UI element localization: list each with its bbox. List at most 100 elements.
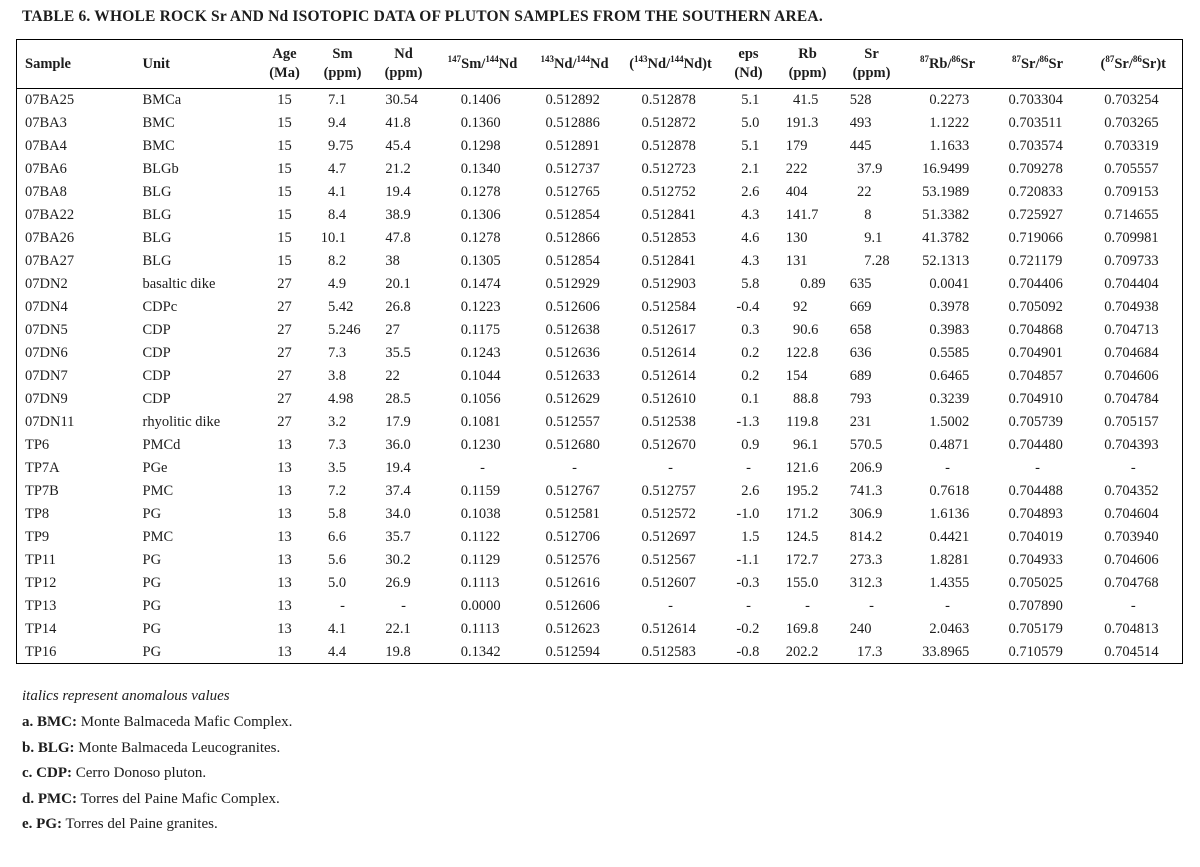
page-title: TABLE 6. WHOLE ROCK Sr AND Nd ISOTOPIC D…: [22, 8, 823, 25]
footnote-text: Monte Balmaceda Leucogranites.: [74, 739, 281, 756]
cell-nd143_nd144: 0.512581: [545, 505, 600, 522]
cell-sample: 07BA25: [25, 92, 75, 108]
cell-nd143_nd144_t: 0.512610: [641, 390, 696, 407]
cell-rb87_sr86: 1.4355: [929, 574, 970, 591]
cell-unit: BLG: [142, 206, 172, 223]
footnote-label: a. BMC:: [22, 714, 77, 731]
column-header-143nd-144nd: 143Nd/144Nd: [528, 39, 621, 90]
cell-sr87_sr86: 0.704901: [1008, 344, 1063, 361]
cell-sr_ppm: 312.3: [849, 574, 883, 591]
cell-sample: 07BA4: [25, 137, 67, 154]
cell-sr87_sr86_t: 0.704938: [1104, 298, 1159, 315]
cell-age_ma: 13: [277, 482, 292, 499]
cell-sm147_nd144: 0.1342: [460, 643, 501, 660]
cell-sr_ppm: 7.28: [864, 252, 890, 269]
cell-age_ma: 27: [277, 321, 292, 338]
cell-sr_ppm: 528: [849, 92, 872, 108]
cell-unit: CDP: [142, 321, 171, 338]
cell-rb_ppm: 202.2: [785, 643, 819, 660]
cell-rb87_sr86: 51.3382: [922, 206, 970, 223]
cell-sm147_nd144: 0.1081: [460, 413, 501, 430]
cell-eps_nd: -1.0: [736, 505, 760, 522]
table-header: Sample Unit Age (Ma) Sm (ppm) Nd (ppm) 147S…: [16, 39, 1183, 90]
column-header-143nd-144nd-t: (143Nd/144Nd)t: [620, 39, 721, 90]
cell-nd_ppm: 19.4: [385, 183, 411, 200]
cell-nd143_nd144: 0.512892: [545, 92, 600, 108]
cell-nd_ppm: 37.4: [385, 482, 411, 499]
cell-unit: PG: [142, 574, 162, 591]
cell-sample: TP16: [25, 643, 57, 660]
cell-rb_ppm: 92: [793, 298, 808, 315]
cell-sm147_nd144: 0.1230: [460, 436, 501, 453]
cell-sr_ppm: 17.3: [857, 643, 883, 660]
cell-nd_ppm: 26.8: [385, 298, 411, 315]
cell-sm147_nd144: 0.1223: [460, 298, 501, 315]
cell-sm_ppm: 4.4: [328, 643, 347, 660]
cell-rb_ppm: 124.5: [785, 528, 819, 545]
cell-sample: TP9: [25, 528, 50, 545]
cell-sr87_sr86_t: 0.709733: [1104, 252, 1159, 269]
cell-sm147_nd144: 0.1175: [460, 321, 501, 338]
footnote-a: a. BMC: Monte Balmaceda Mafic Complex.: [22, 714, 1184, 731]
cell-rb87_sr86: 2.0463: [929, 620, 970, 637]
cell-sr87_sr86: -: [1035, 459, 1040, 476]
cell-sm147_nd144: 0.1340: [460, 160, 501, 177]
cell-nd_ppm: 22: [385, 367, 400, 384]
column-header-nd-ppm: Nd (ppm): [370, 39, 437, 90]
cell-unit: CDP: [142, 344, 171, 361]
column-header-sm-ppm: Sm (ppm): [314, 39, 371, 90]
cell-sm147_nd144: 0.1474: [460, 275, 501, 292]
table-row: 07DN7 CDP 27 3.8 22 0.1044 0.512633 0.512614 0.2…: [17, 365, 1183, 388]
cell-sm147_nd144: 0.1038: [460, 505, 501, 522]
cell-unit: PMCd: [142, 436, 181, 453]
cell-sample: 07BA26: [25, 229, 75, 246]
cell-sm_ppm: 4.9: [328, 275, 347, 292]
cell-rb87_sr86: 0.7618: [929, 482, 970, 499]
cell-unit: BMC: [142, 137, 175, 154]
table-row: 07BA8 BLG 15 4.1 19.4 0.1278 0.512765 0.512752 2…: [17, 181, 1183, 204]
cell-age_ma: 15: [277, 137, 292, 154]
cell-rb87_sr86: 16.9499: [922, 160, 970, 177]
footnote-e: e. PG: Torres del Paine granites.: [22, 816, 1184, 833]
table-row: TP6 PMCd 13 7.3 36.0 0.1230 0.512680 0.512670 0.…: [17, 434, 1183, 457]
cell-sr87_sr86_t: 0.705157: [1104, 413, 1159, 430]
cell-sr87_sr86: 0.725927: [1008, 206, 1063, 223]
cell-nd_ppm: -: [401, 597, 406, 614]
cell-sr87_sr86_t: 0.704606: [1104, 551, 1159, 568]
table-row: 07DN5 CDP 27 5.246 27 0.1175 0.512638 0.512617 0…: [17, 319, 1183, 342]
cell-sm147_nd144: 0.1122: [460, 528, 501, 545]
table-row: TP14 PG 13 4.1 22.1 0.1113 0.512623 0.512614 -0.…: [17, 618, 1183, 641]
table-row: 07BA25 BMCa 15 7.1 30.54 0.1406 0.512892 0.5128…: [17, 89, 1183, 112]
cell-sm_ppm: 10.1: [320, 229, 347, 246]
cell-sample: 07BA6: [25, 160, 67, 177]
cell-rb87_sr86: -: [945, 459, 950, 476]
cell-rb_ppm: 154: [785, 367, 808, 384]
cell-sm_ppm: 3.8: [328, 367, 347, 384]
cell-rb_ppm: 130: [785, 229, 808, 246]
cell-sm147_nd144: 0.1243: [460, 344, 501, 361]
cell-rb87_sr86: 0.3978: [929, 298, 970, 315]
cell-rb_ppm: 404: [785, 183, 808, 200]
cell-sr87_sr86: 0.704480: [1008, 436, 1063, 453]
cell-sm_ppm: -: [340, 597, 345, 614]
cell-sr87_sr86: 0.704857: [1008, 367, 1063, 384]
footnote-label: b. BLG:: [22, 739, 75, 756]
cell-rb_ppm: 88.8: [793, 390, 819, 407]
cell-sr87_sr86: 0.705092: [1008, 298, 1063, 315]
cell-sm_ppm: 8.4: [328, 206, 347, 223]
cell-eps_nd: -0.4: [736, 298, 760, 315]
cell-eps_nd: -: [746, 459, 751, 476]
cell-sample: 07BA3: [25, 114, 67, 131]
cell-eps_nd: 0.9: [741, 436, 760, 453]
cell-rb87_sr86: -: [945, 597, 950, 614]
cell-eps_nd: -0.2: [736, 620, 760, 637]
cell-sr87_sr86: 0.704893: [1008, 505, 1063, 522]
cell-sm_ppm: 7.3: [328, 344, 347, 361]
cell-nd143_nd144: 0.512854: [545, 252, 600, 269]
cell-sm147_nd144: -: [480, 459, 485, 476]
cell-sr87_sr86: 0.704868: [1008, 321, 1063, 338]
cell-sr_ppm: 570.5: [849, 436, 883, 453]
cell-sm147_nd144: 0.1305: [460, 252, 501, 269]
cell-sr_ppm: 493: [849, 114, 872, 131]
cell-eps_nd: 5.8: [741, 275, 760, 292]
